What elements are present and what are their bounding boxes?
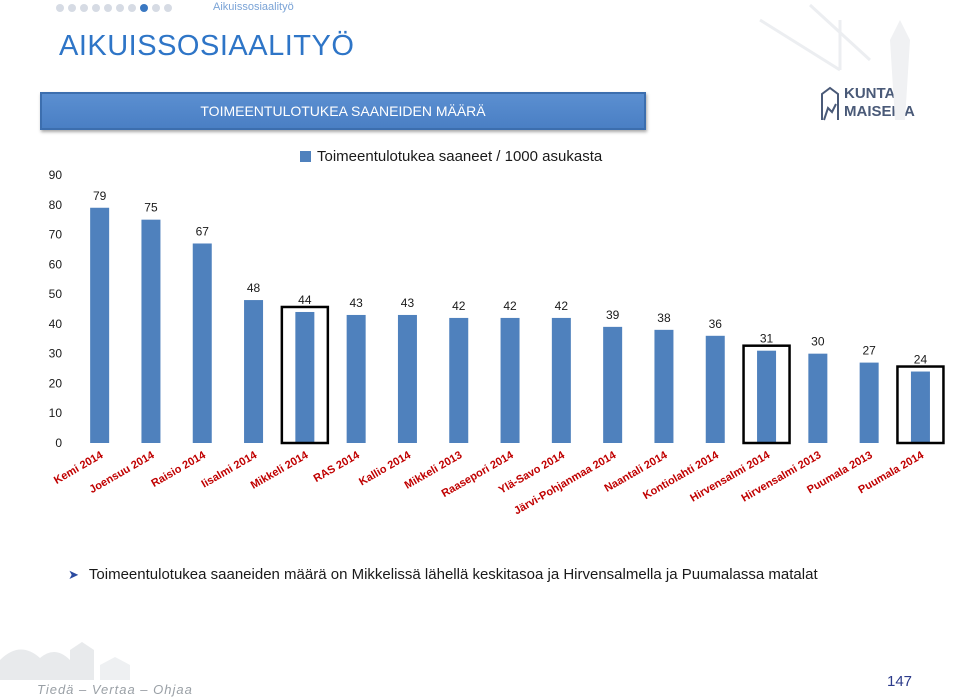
page-title: AIKUISSOSIAALITYÖ bbox=[59, 30, 355, 62]
bar bbox=[295, 311, 315, 443]
breadcrumb[interactable]: Aikuissosiaalityö bbox=[213, 1, 294, 13]
tower-illustration bbox=[759, 3, 910, 120]
progress-dot[interactable] bbox=[140, 4, 148, 12]
banner-text: TOIMEENTULOTUKEA SAANEIDEN MÄÄRÄ bbox=[200, 103, 486, 119]
y-tick-label: 60 bbox=[49, 257, 63, 271]
bar bbox=[654, 329, 674, 443]
logo-line1: KUNTA bbox=[844, 85, 896, 102]
data-label: 48 bbox=[247, 281, 261, 295]
bar bbox=[244, 300, 264, 443]
highlight-box bbox=[280, 305, 330, 445]
data-label: 44 bbox=[298, 293, 312, 307]
page-number: 147 bbox=[887, 673, 913, 690]
data-label: 75 bbox=[144, 201, 158, 215]
y-tick-label: 90 bbox=[49, 168, 63, 182]
progress-dot[interactable] bbox=[92, 4, 100, 12]
footer-tagline: Tiedä – Vertaa – Ohjaa bbox=[37, 682, 193, 697]
bar bbox=[346, 314, 366, 443]
data-label: 38 bbox=[657, 311, 671, 325]
progress-dot[interactable] bbox=[80, 4, 88, 12]
progress-dot[interactable] bbox=[164, 4, 172, 12]
progress-dot[interactable] bbox=[116, 4, 124, 12]
data-label: 36 bbox=[709, 317, 723, 331]
bar bbox=[910, 371, 930, 443]
y-tick-label: 20 bbox=[49, 376, 63, 390]
data-label: 43 bbox=[401, 296, 415, 310]
bar bbox=[500, 317, 520, 443]
data-label: 39 bbox=[606, 308, 620, 322]
highlight-box bbox=[742, 344, 791, 445]
progress-dot[interactable] bbox=[68, 4, 76, 12]
data-label: 42 bbox=[503, 299, 517, 313]
data-label: 79 bbox=[93, 189, 107, 203]
bar bbox=[449, 317, 469, 443]
y-tick-label: 50 bbox=[49, 287, 63, 301]
bar bbox=[603, 326, 623, 443]
y-tick-label: 80 bbox=[49, 198, 63, 212]
arrow-bullet-icon: ➤ bbox=[68, 567, 79, 582]
legend-label: Toimeentulotukea saaneet / 1000 asukasta bbox=[317, 148, 603, 165]
chart-banner: TOIMEENTULOTUKEA SAANEIDEN MÄÄRÄ bbox=[40, 92, 646, 130]
bar bbox=[808, 353, 828, 443]
data-label: 24 bbox=[914, 353, 928, 367]
progress-dot[interactable] bbox=[128, 4, 136, 12]
y-tick-label: 70 bbox=[49, 228, 63, 242]
bar bbox=[705, 335, 725, 443]
progress-dot[interactable] bbox=[152, 4, 160, 12]
bar bbox=[90, 207, 110, 443]
data-label: 43 bbox=[349, 296, 363, 310]
y-tick-label: 10 bbox=[49, 406, 63, 420]
bar bbox=[141, 219, 161, 443]
legend-swatch bbox=[300, 151, 311, 162]
summary-text: Toimeentulotukea saaneiden määrä on Mikk… bbox=[88, 566, 818, 583]
slide-progress-dots bbox=[56, 4, 172, 12]
y-axis: 0 10 20 30 40 50 60 70 80 90 bbox=[49, 168, 63, 450]
progress-dot[interactable] bbox=[56, 4, 64, 12]
highlight-box bbox=[896, 365, 945, 445]
x-tick-label: Raisio 2014 bbox=[149, 449, 208, 490]
data-label: 42 bbox=[452, 299, 466, 313]
progress-dot[interactable] bbox=[104, 4, 112, 12]
x-tick-label: Mikkeli 2014 bbox=[249, 449, 311, 492]
bar bbox=[192, 243, 212, 443]
y-tick-label: 40 bbox=[49, 317, 63, 331]
data-label: 42 bbox=[555, 299, 569, 313]
summary-caption: ➤ Toimeentulotukea saaneiden määrä on Mi… bbox=[68, 566, 818, 583]
landscape-illustration bbox=[0, 642, 130, 680]
data-label: 27 bbox=[862, 344, 876, 358]
bar-chart: Toimeentulotukea saaneet / 1000 asukasta… bbox=[49, 148, 945, 518]
bar bbox=[757, 350, 777, 443]
bar bbox=[397, 314, 417, 443]
bar bbox=[551, 317, 571, 443]
data-label: 67 bbox=[196, 224, 210, 238]
y-tick-label: 0 bbox=[55, 436, 62, 450]
bar bbox=[859, 362, 879, 443]
data-label: 30 bbox=[811, 335, 825, 349]
data-label: 31 bbox=[760, 332, 774, 346]
y-tick-label: 30 bbox=[49, 347, 63, 361]
bars: 79 75 67 48 44 43 43 42 42 42 39 38 36 31 30 27 24 bbox=[90, 189, 945, 445]
x-tick-label: RAS 2014 bbox=[312, 449, 363, 485]
